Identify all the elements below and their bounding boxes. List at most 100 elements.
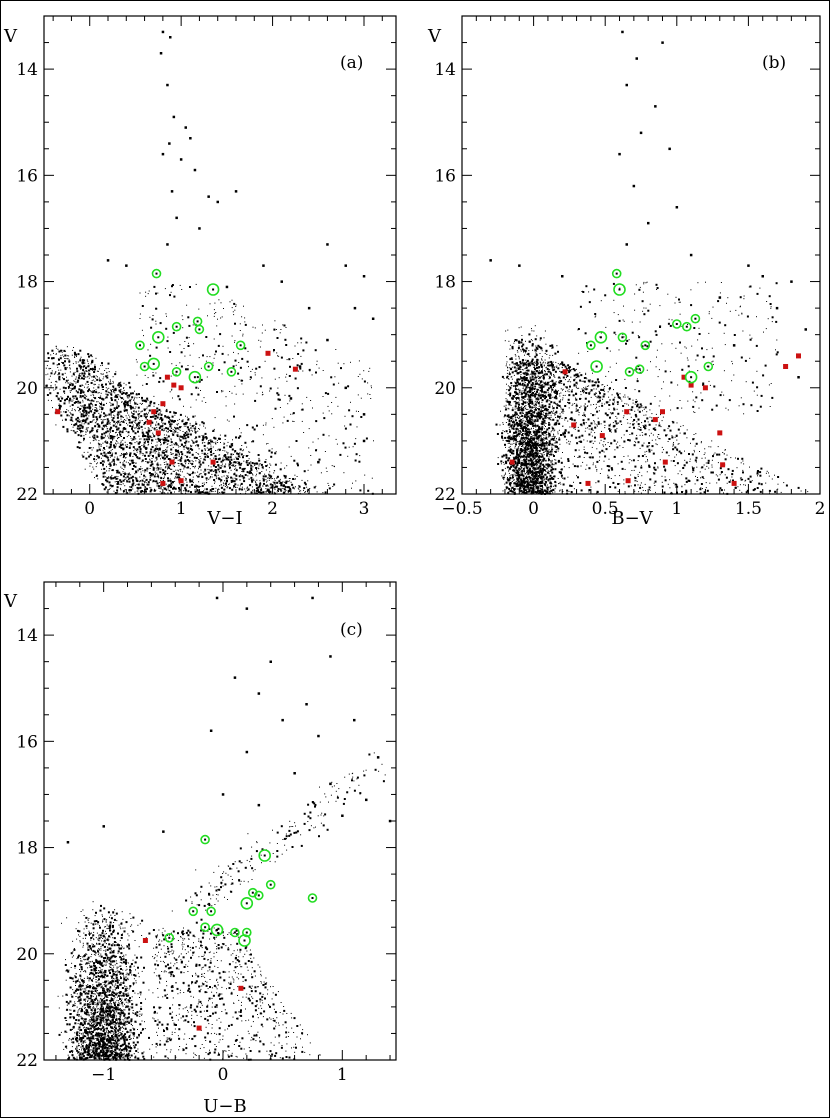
- field-star: [118, 394, 120, 396]
- field-star: [259, 486, 261, 488]
- field-star: [235, 457, 238, 460]
- field-star: [149, 477, 151, 479]
- panel-a-xlabel: V−I: [206, 508, 242, 529]
- field-star: [269, 490, 272, 493]
- field-star: [267, 464, 268, 466]
- field-star: [326, 471, 328, 472]
- field-star: [524, 430, 526, 432]
- field-star: [191, 473, 193, 475]
- field-star: [519, 417, 521, 419]
- field-star: [537, 397, 539, 398]
- field-star: [225, 482, 227, 485]
- field-star: [91, 427, 93, 429]
- field-star: [540, 473, 542, 475]
- field-star: [98, 368, 100, 370]
- field-star: [79, 349, 82, 352]
- field-star: [58, 405, 60, 406]
- field-star: [144, 416, 147, 419]
- field-star: [249, 463, 251, 465]
- field-star: [247, 460, 249, 461]
- field-star: [78, 373, 80, 375]
- field-star: [274, 489, 276, 491]
- field-star: [98, 379, 101, 382]
- field-star: [142, 384, 144, 386]
- field-star: [274, 320, 276, 322]
- field-star: [549, 422, 550, 424]
- field-star: [342, 442, 345, 445]
- field-star: [147, 427, 149, 429]
- field-star: [175, 477, 177, 479]
- field-star: [265, 491, 267, 493]
- field-star: [533, 330, 535, 332]
- field-star: [56, 353, 57, 355]
- field-star: [526, 457, 528, 459]
- field-star: [544, 416, 546, 418]
- field-star: [358, 360, 360, 362]
- field-star: [350, 401, 351, 403]
- field-star: [155, 423, 157, 425]
- field-star: [536, 335, 538, 337]
- field-star: [215, 312, 217, 313]
- field-star: [519, 379, 521, 380]
- field-star: [190, 444, 191, 446]
- field-star-bright: [169, 36, 172, 39]
- field-star: [186, 481, 188, 483]
- field-star: [69, 364, 71, 366]
- field-star: [105, 442, 107, 444]
- field-star: [541, 432, 544, 434]
- field-star: [157, 423, 160, 426]
- field-star: [113, 490, 115, 492]
- field-star: [110, 411, 112, 413]
- field-star: [50, 354, 52, 356]
- field-star: [551, 346, 554, 349]
- field-star: [524, 447, 527, 450]
- field-star: [200, 390, 201, 391]
- field-star: [115, 464, 117, 466]
- field-star: [143, 444, 145, 446]
- field-star: [224, 443, 226, 445]
- field-star: [208, 472, 210, 474]
- field-star: [534, 348, 536, 350]
- field-star: [194, 490, 197, 493]
- field-star: [184, 460, 187, 463]
- field-star: [248, 366, 249, 368]
- field-star: [517, 394, 519, 396]
- field-star: [542, 476, 545, 478]
- field-star: [192, 473, 194, 475]
- field-star: [194, 415, 196, 417]
- field-star: [187, 316, 190, 319]
- field-star: [535, 346, 538, 349]
- field-star: [55, 347, 57, 349]
- field-star: [187, 459, 190, 461]
- field-star: [258, 472, 261, 475]
- field-star: [293, 488, 295, 490]
- field-star: [225, 458, 228, 461]
- field-star: [81, 422, 83, 424]
- field-star: [221, 373, 223, 375]
- field-star: [166, 466, 168, 468]
- field-star: [335, 349, 337, 350]
- field-star: [288, 375, 291, 377]
- field-star: [539, 464, 541, 466]
- field-star: [66, 355, 68, 357]
- field-star: [527, 446, 529, 448]
- field-star: [120, 381, 122, 383]
- field-star: [187, 431, 189, 433]
- field-star: [138, 421, 141, 424]
- field-star: [536, 464, 538, 466]
- field-star: [185, 425, 187, 427]
- field-star: [118, 471, 121, 474]
- field-star: [79, 359, 82, 362]
- field-star: [163, 451, 165, 454]
- field-star: [59, 357, 62, 360]
- field-star: [146, 483, 149, 486]
- field-star: [171, 444, 173, 446]
- field-star: [62, 425, 65, 428]
- field-star: [212, 491, 214, 492]
- field-star: [123, 387, 125, 389]
- field-star: [541, 491, 543, 493]
- field-star: [186, 368, 189, 371]
- red-star-marker: [160, 401, 166, 407]
- field-star: [554, 480, 557, 483]
- field-star: [228, 465, 230, 467]
